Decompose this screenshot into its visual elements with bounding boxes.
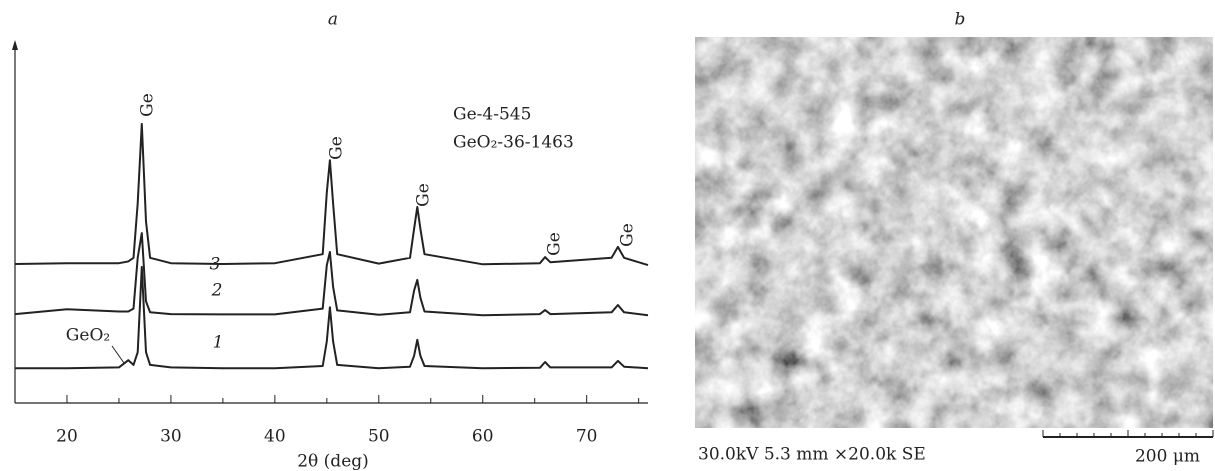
x-tick-label: 70: [576, 427, 598, 447]
scale-bar-label: 200 μm: [1135, 447, 1200, 467]
curve-label: 2: [211, 281, 223, 301]
sem-image: [695, 37, 1213, 428]
xrd-curve: [14, 232, 649, 317]
peak-label: Ge: [414, 183, 434, 207]
peak-label: Ge: [327, 136, 347, 160]
peak-label: Ge: [138, 93, 158, 117]
panel-label: a: [328, 10, 338, 30]
curve-label: 1: [213, 333, 224, 353]
x-tick-label: 20: [56, 427, 78, 447]
y-axis-arrow: [12, 40, 18, 50]
reference: GeO₂-36-1463: [453, 133, 574, 153]
x-tick-label: 30: [160, 427, 182, 447]
peak-label: Ge: [545, 232, 565, 256]
xrd-curve: [14, 122, 649, 267]
x-tick-label: 50: [368, 427, 390, 447]
leader-line: [111, 345, 125, 364]
xrd-curve: [15, 265, 649, 370]
x-tick-label: 60: [472, 427, 494, 447]
peak-label: Ge: [618, 223, 638, 247]
reference: Ge-4-545: [453, 105, 531, 125]
x-tick-label: 40: [264, 427, 286, 447]
phase-label: GeO₂: [66, 326, 110, 346]
image-caption: 30.0kV 5.3 mm ×20.0k SE: [698, 445, 926, 465]
x-axis-label: 2θ (deg): [297, 452, 369, 471]
panel-label: b: [955, 10, 966, 30]
curve-label: 3: [210, 255, 221, 275]
